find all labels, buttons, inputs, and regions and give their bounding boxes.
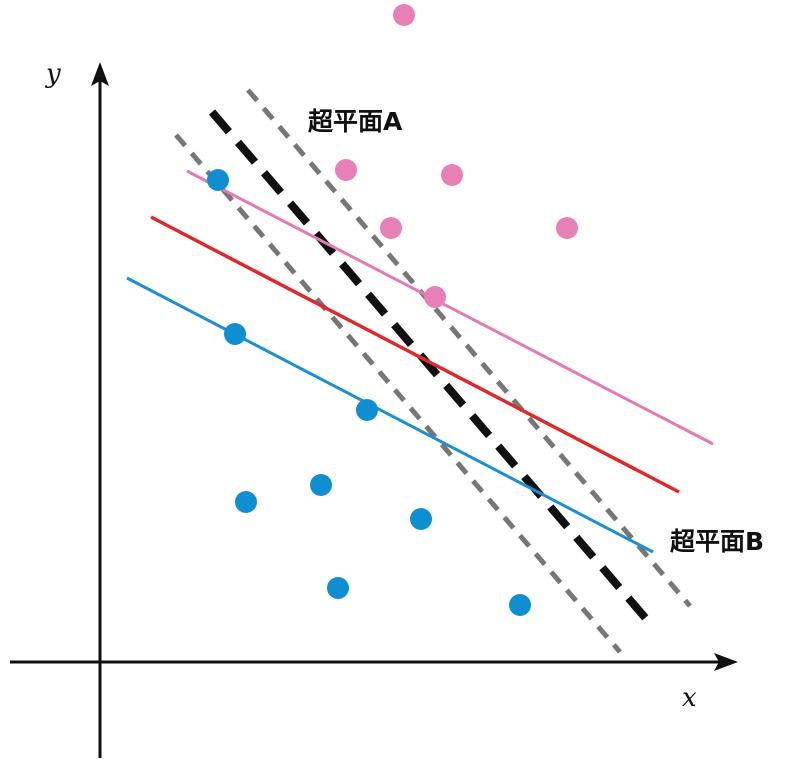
- blue-point: [356, 399, 378, 421]
- blue-point: [235, 491, 257, 513]
- hyperplane-b-margin-blue: [126, 276, 654, 554]
- blue-point: [410, 508, 432, 530]
- pink-point: [335, 159, 357, 181]
- y-axis-arrow: [91, 62, 109, 86]
- blue-point: [327, 577, 349, 599]
- x-axis-arrow: [714, 653, 738, 671]
- pink-point: [441, 164, 463, 186]
- blue-point: [509, 594, 531, 616]
- hyperplane-a-line: [208, 109, 658, 631]
- hyperplane-b-line: [150, 215, 680, 494]
- hyperplane-b-margin-pink: [186, 169, 714, 446]
- pink-point: [424, 286, 446, 308]
- hyperplane-a-label: 超平面A: [308, 107, 403, 136]
- blue-point: [310, 474, 332, 496]
- pink-point: [393, 4, 415, 26]
- y-axis-label: y: [45, 59, 61, 89]
- hyperplane-a-margin-right: [246, 88, 692, 608]
- pink-point: [556, 217, 578, 239]
- x-axis-label: x: [682, 683, 697, 713]
- blue-point: [224, 323, 246, 345]
- hyperplane-b-label: 超平面B: [670, 527, 764, 556]
- blue-point: [207, 169, 229, 191]
- pink-point: [380, 217, 402, 239]
- hyperplane-a-margin-left: [174, 133, 622, 654]
